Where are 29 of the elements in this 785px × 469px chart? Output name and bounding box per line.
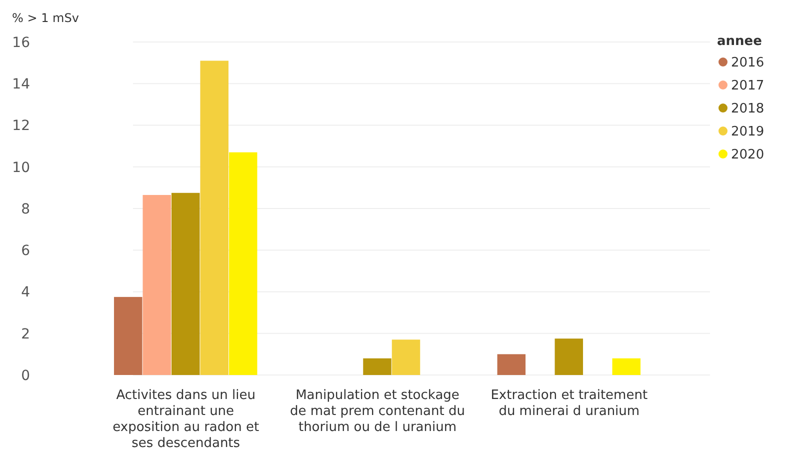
bar: [392, 340, 420, 375]
y-tick-label: 10: [12, 160, 30, 176]
legend-title: annee: [717, 34, 762, 49]
y-tick-label: 12: [12, 118, 30, 134]
legend-label: 2019: [731, 124, 764, 140]
bar: [171, 192, 200, 375]
y-tick-label: 4: [21, 284, 30, 301]
x-tick-label: Manipulation et stockage de mat prem contenant du thorium ou de l uranium: [290, 388, 465, 435]
bar: [114, 296, 142, 375]
y-tick-label: 2: [21, 326, 30, 342]
bar: [228, 152, 258, 375]
y-axis-title: % > 1 mSv: [12, 11, 79, 25]
legend-label: 2018: [731, 102, 764, 117]
x-tick-label: Activites dans un lieu entrainant une exposition au radon et ses descendants: [112, 388, 260, 451]
y-tick-label: 16: [12, 34, 30, 51]
x-tick-label: Extraction et traitement du minerai d uranium: [490, 388, 648, 419]
y-tick-label: 14: [12, 76, 30, 93]
y-tick-label: 6: [21, 243, 30, 260]
bar: [142, 194, 171, 375]
legend-label: 2020: [731, 148, 764, 163]
y-tick-label: 8: [21, 201, 30, 218]
bar: [200, 60, 228, 375]
bar: [497, 354, 526, 375]
legend-label: 2017: [731, 78, 764, 94]
legend-label: 2016: [731, 56, 764, 71]
bar: [554, 338, 584, 375]
y-tick-label: 0: [21, 368, 30, 384]
bar: [363, 358, 392, 375]
bar: [612, 358, 641, 375]
